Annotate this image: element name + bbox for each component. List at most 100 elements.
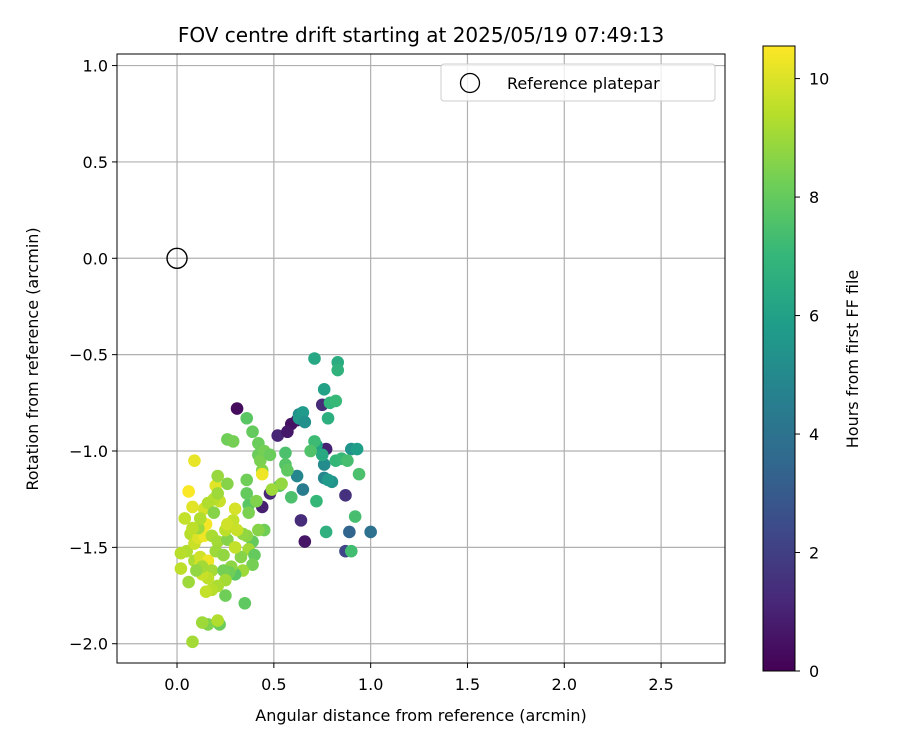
data-point: [348, 510, 362, 523]
reference-platepar-marker: [166, 247, 188, 269]
x-tick-label: 0.5: [261, 675, 286, 694]
data-point: [339, 489, 352, 502]
data-point: [298, 535, 312, 548]
data-point: [308, 435, 321, 448]
data-point: [193, 512, 207, 525]
data-point: [211, 487, 224, 500]
data-point: [217, 548, 230, 562]
data-point: [219, 589, 232, 602]
x-tick-label: 1.5: [455, 675, 480, 694]
data-point: [255, 467, 269, 481]
x-tick-label: 2.5: [648, 675, 673, 694]
data-point: [343, 525, 356, 539]
data-point: [186, 500, 199, 514]
data-point: [265, 483, 279, 496]
x-tick-label: 0.0: [164, 675, 189, 694]
data-point: [308, 352, 321, 365]
y-tick-label: 0.5: [83, 153, 108, 172]
data-point: [174, 562, 188, 575]
data-point: [174, 546, 188, 560]
colorbar-tick-label: 4: [809, 425, 819, 444]
data-point: [221, 517, 234, 531]
data-point: [364, 525, 377, 539]
data-point: [304, 444, 317, 458]
data-point: [190, 564, 203, 577]
y-tick-label: 0.0: [83, 249, 108, 268]
data-point: [182, 485, 195, 498]
data-point: [242, 506, 255, 519]
data-point: [186, 521, 199, 535]
x-axis-label: Angular distance from reference (arcmin): [255, 706, 586, 725]
data-point: [341, 454, 354, 467]
data-point: [188, 454, 201, 467]
data-point: [201, 496, 215, 510]
chart-title: FOV centre drift starting at 2025/05/19 …: [178, 23, 664, 47]
data-point: [271, 429, 285, 442]
data-point: [252, 523, 265, 537]
data-point: [211, 535, 224, 548]
x-tick-label: 1.0: [358, 675, 383, 694]
legend: Reference platepar: [440, 63, 716, 102]
y-axis-label: Rotation from reference (arcmin): [23, 227, 42, 490]
data-point: [350, 442, 364, 456]
colorbar-tick-label: 6: [809, 307, 819, 326]
data-point: [228, 502, 242, 516]
data-point: [279, 446, 292, 460]
data-point: [329, 394, 343, 408]
y-tick-label: 1.0: [83, 57, 108, 76]
data-point: [290, 469, 304, 483]
data-point: [230, 402, 244, 415]
data-point: [246, 425, 259, 439]
y-tick-label: −2.0: [69, 635, 108, 654]
colorbar-tick-label: 2: [809, 544, 819, 563]
plot-frame: [116, 53, 726, 664]
data-point: [296, 406, 310, 419]
data-point: [234, 550, 248, 564]
data-point: [221, 533, 234, 546]
data-point: [248, 548, 261, 562]
data-point: [199, 585, 213, 598]
data-point: [230, 523, 244, 537]
data-point: [331, 363, 345, 377]
data-point: [321, 411, 335, 425]
data-point: [344, 544, 358, 558]
legend-box: [440, 63, 716, 102]
colorbar-tick-label: 10: [809, 70, 829, 89]
data-point: [211, 614, 224, 627]
data-point: [284, 490, 298, 504]
colorbar-tick-label: 8: [809, 188, 819, 207]
data-point: [294, 514, 308, 527]
y-tick-label: −1.0: [69, 442, 108, 461]
legend-marker-reference: [459, 72, 481, 94]
data-point: [317, 458, 331, 471]
data-point: [240, 473, 254, 487]
data-point: [207, 506, 221, 519]
colorbar-ticks: 0 2 4 6 8 10: [795, 70, 829, 681]
data-point: [310, 494, 323, 508]
data-point: [217, 564, 230, 577]
data-point: [182, 575, 195, 589]
data-point: [238, 596, 252, 610]
data-point: [246, 558, 259, 572]
x-tick-label: 2.0: [552, 675, 577, 694]
y-axis: 1.0 0.5 0.0 −0.5 −1.0 −1.5 −2.0: [69, 57, 117, 654]
y-tick-label: −1.5: [69, 538, 108, 557]
data-point: [211, 469, 224, 483]
data-point: [226, 435, 240, 448]
data-point: [275, 477, 288, 491]
data-points: [174, 352, 377, 649]
data-point: [281, 463, 294, 477]
data-point: [240, 411, 254, 425]
data-point: [178, 512, 192, 525]
data-point: [296, 483, 310, 496]
data-point: [319, 525, 333, 539]
y-tick-label: −0.5: [69, 346, 108, 365]
data-point: [315, 448, 329, 462]
colorbar-tick-label: 0: [809, 662, 819, 681]
colorbar-label: Hours from first FF file: [843, 270, 862, 449]
colorbar: 0 2 4 6 8 10 Hours from first FF file: [762, 45, 862, 681]
data-point: [321, 473, 335, 487]
data-point: [240, 487, 254, 500]
x-axis: 0.0 0.5 1.0 1.5 2.0 2.5: [164, 663, 674, 694]
data-point: [228, 541, 242, 554]
